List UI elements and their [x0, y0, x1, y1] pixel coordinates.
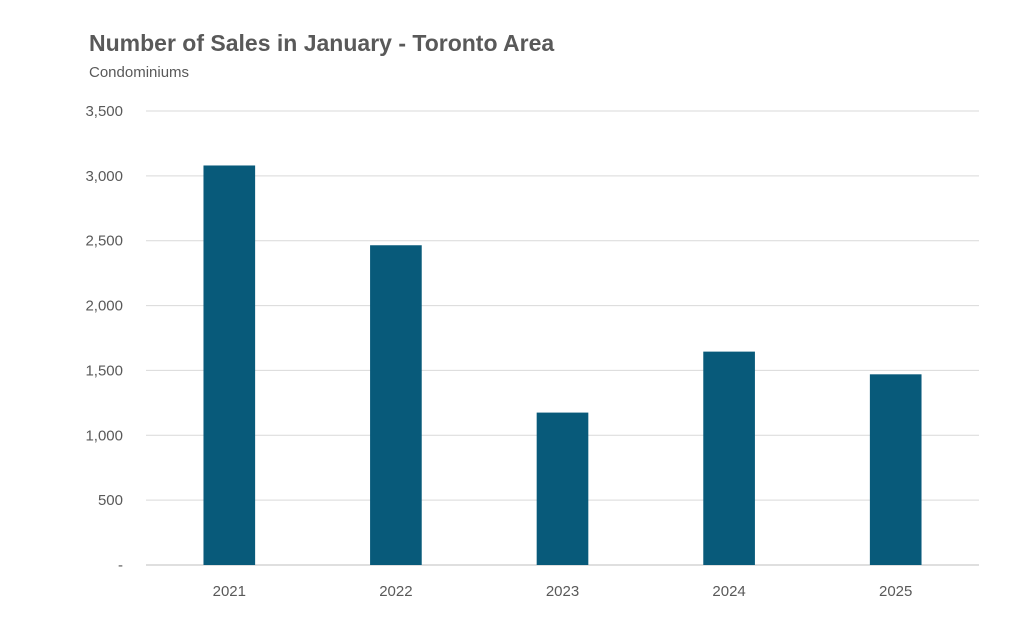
x-tick-label: 2024 [712, 583, 745, 600]
x-tick-label: 2025 [879, 583, 912, 600]
x-tick-label: 2023 [546, 583, 579, 600]
bar-2021 [203, 165, 256, 566]
y-tick-label: - [118, 557, 123, 574]
bars [203, 165, 922, 566]
y-tick-label: 1,000 [85, 427, 123, 444]
chart-subtitle: Condominiums [89, 64, 190, 81]
y-tick-label: 1,500 [85, 362, 123, 379]
bar-2025 [869, 374, 922, 565]
y-tick-label: 2,000 [85, 298, 123, 315]
chart-title: Number of Sales in January - Toronto Are… [89, 30, 555, 56]
x-tick-label: 2022 [379, 583, 412, 600]
bar-2024 [703, 351, 755, 565]
y-tick-label: 2,500 [85, 233, 123, 250]
x-axis-ticks: 2021 2022 2023 2024 2025 [213, 583, 913, 600]
y-tick-label: 500 [98, 492, 123, 509]
y-tick-label: 3,500 [85, 103, 123, 120]
y-tick-label: 3,000 [85, 168, 123, 185]
bar-2023 [536, 412, 589, 565]
bar-2022 [370, 245, 422, 566]
y-axis-ticks: - 500 1,000 1,500 2,000 2,500 3,000 3,500 [85, 103, 123, 574]
x-tick-label: 2021 [213, 583, 246, 600]
